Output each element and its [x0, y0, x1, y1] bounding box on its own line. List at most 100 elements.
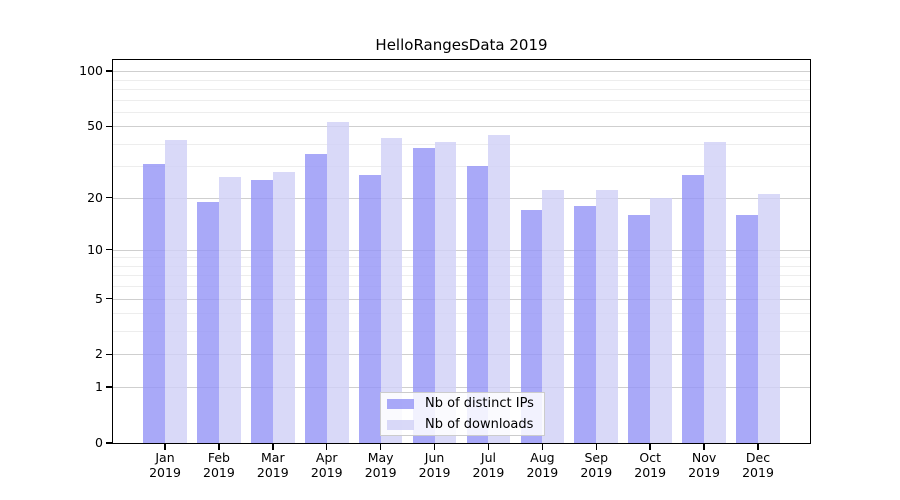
bar-nb-of-distinct-ips-nov — [682, 174, 705, 443]
x-tick-year: 2019 — [742, 465, 774, 480]
bar-nb-of-distinct-ips-jul — [466, 166, 489, 443]
x-tick — [164, 444, 166, 450]
x-tick-month: Aug — [530, 450, 555, 465]
bar-nb-of-distinct-ips-jan — [143, 163, 165, 443]
x-tick-label: Jan 2019 — [137, 450, 193, 480]
x-tick-month: May — [367, 450, 394, 465]
x-tick-month: Sep — [584, 450, 609, 465]
bar-nb-of-downloads-jul — [488, 134, 511, 443]
x-tick-label: Nov 2019 — [676, 450, 732, 480]
gridline-minor — [113, 313, 810, 315]
bar-nb-of-downloads-jun — [434, 141, 457, 443]
x-tick-month: Mar — [261, 450, 285, 465]
x-tick — [541, 444, 544, 450]
x-tick-label: Jun 2019 — [407, 450, 463, 480]
y-tick — [106, 125, 113, 127]
x-tick — [379, 444, 382, 450]
x-tick — [757, 444, 759, 450]
x-tick-month: Feb — [207, 450, 230, 465]
bar-nb-of-downloads-may — [380, 138, 403, 443]
legend-swatch-distinct-ips — [387, 398, 414, 409]
x-tick-year: 2019 — [418, 465, 451, 480]
gridline-major — [113, 298, 810, 300]
x-tick-month: Jan — [155, 450, 175, 465]
y-tick — [106, 442, 113, 444]
gridline-minor — [113, 257, 810, 259]
x-tick — [595, 444, 597, 450]
x-tick-label: Aug 2019 — [514, 450, 570, 480]
x-tick-year: 2019 — [580, 465, 613, 480]
y-tick — [106, 297, 113, 300]
x-tick-year: 2019 — [634, 465, 667, 480]
x-tick-year: 2019 — [526, 465, 559, 480]
gridline-minor — [113, 99, 810, 101]
bar-nb-of-downloads-jan — [165, 139, 187, 443]
gridline-minor — [113, 265, 810, 267]
x-tick — [649, 444, 651, 450]
gridline-minor — [113, 286, 810, 288]
y-tick-label: 10 — [87, 241, 103, 257]
gridline-minor — [113, 143, 810, 145]
x-tick — [218, 444, 220, 450]
y-tick-label: 2 — [95, 346, 103, 362]
gridline-major — [113, 71, 810, 73]
y-tick — [106, 197, 113, 199]
x-tick-label: May 2019 — [353, 450, 409, 480]
bar-nb-of-distinct-ips-mar — [251, 180, 273, 443]
gridline-minor — [113, 88, 810, 90]
x-tick-year: 2019 — [203, 465, 235, 480]
legend-item-distinct-ips: Nb of distinct IPs — [387, 395, 544, 413]
y-tick-label: 1 — [95, 379, 103, 395]
y-tick-label: 5 — [95, 290, 103, 306]
chart-title: HelloRangesData 2019 — [375, 36, 548, 54]
bar-nb-of-downloads-oct — [650, 197, 672, 443]
legend-label-downloads: Nb of downloads — [425, 417, 534, 432]
y-tick — [106, 353, 113, 356]
x-tick — [272, 444, 274, 450]
gridline-minor — [113, 111, 810, 113]
x-tick-label: Sep 2019 — [568, 450, 624, 480]
bar-nb-of-distinct-ips-dec — [736, 214, 758, 443]
y-tick — [106, 386, 113, 388]
x-tick-label: Jul 2019 — [460, 450, 516, 480]
bar-nb-of-distinct-ips-oct — [628, 214, 651, 443]
x-tick-month: Apr — [315, 450, 338, 465]
legend-item-downloads: Nb of downloads — [387, 416, 544, 434]
x-tick — [326, 444, 328, 450]
gridline-major — [113, 126, 810, 128]
bar-nb-of-distinct-ips-may — [358, 174, 381, 443]
bar-nb-of-distinct-ips-apr — [304, 154, 327, 443]
gridline-minor — [113, 331, 810, 333]
x-tick — [703, 444, 705, 450]
y-tick-label: 20 — [87, 189, 103, 205]
x-tick-label: Oct 2019 — [622, 450, 678, 480]
x-tick — [487, 444, 490, 450]
bar-nb-of-downloads-feb — [218, 177, 241, 443]
x-tick-month: Oct — [639, 450, 661, 465]
x-tick-label: Dec 2019 — [730, 450, 786, 480]
gridline-major — [113, 249, 810, 251]
gridline-major — [113, 387, 810, 389]
x-tick-year: 2019 — [688, 465, 720, 480]
x-tick-month: Jun — [424, 450, 445, 465]
bar-nb-of-downloads-apr — [326, 121, 349, 443]
x-tick-label: Mar 2019 — [245, 450, 301, 480]
gridline-minor — [113, 166, 810, 168]
bar-nb-of-distinct-ips-feb — [197, 201, 219, 443]
x-tick-year: 2019 — [364, 465, 397, 480]
y-tick-label: 0 — [95, 435, 103, 450]
y-tick-label: 50 — [87, 118, 103, 134]
bar-nb-of-distinct-ips-jun — [412, 147, 435, 443]
y-tick — [106, 70, 113, 72]
x-tick-label: Apr 2019 — [299, 450, 355, 480]
legend-label-distinct-ips: Nb of distinct IPs — [425, 396, 534, 411]
bar-nb-of-downloads-nov — [704, 141, 726, 443]
x-tick-year: 2019 — [149, 465, 181, 480]
bar-nb-of-downloads-aug — [542, 190, 565, 443]
bar-nb-of-downloads-sep — [596, 190, 619, 443]
x-tick-year: 2019 — [472, 465, 505, 480]
y-tick — [106, 249, 113, 251]
